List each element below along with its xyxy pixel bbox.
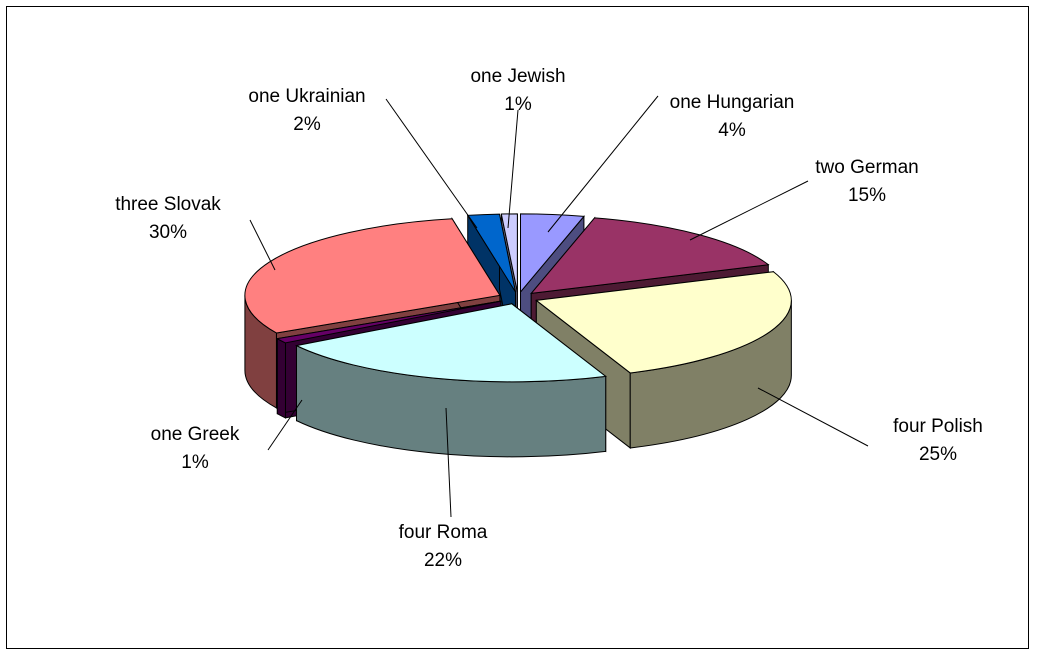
- leader-line-two-german: [689, 180, 809, 241]
- slice-labels: one Hungarian 4% two German 15% four Polish 2…: [115, 66, 983, 571]
- pct-one-hungarian: 4%: [718, 120, 746, 141]
- pie-slice-three-slovak: [244, 218, 501, 334]
- label-four-roma: four Roma: [399, 522, 488, 543]
- pie-slice-four-polish: [535, 271, 792, 374]
- leader-line-one-jewish: [507, 109, 519, 229]
- label-one-hungarian: one Hungarian: [670, 92, 795, 113]
- pie-slice-one-greek: [275, 300, 501, 344]
- leader-line-one-hungarian: [547, 95, 659, 233]
- leader-line-four-polish: [757, 387, 869, 447]
- pct-four-roma: 22%: [424, 550, 462, 571]
- pie-side-one-greek: [276, 337, 286, 419]
- label-three-slovak: three Slovak: [115, 194, 221, 215]
- pct-one-ukrainian: 2%: [293, 114, 321, 135]
- label-two-german: two German: [815, 157, 918, 178]
- leader-line-four-roma: [445, 407, 452, 518]
- label-four-polish: four Polish: [893, 416, 983, 437]
- label-one-jewish: one Jewish: [470, 66, 565, 87]
- pie-top-layer: [244, 213, 792, 383]
- leader-line-one-greek: [267, 399, 303, 451]
- pct-one-jewish: 1%: [504, 94, 532, 115]
- label-one-ukrainian: one Ukrainian: [248, 86, 365, 107]
- leader-lines: [249, 95, 869, 518]
- pct-one-greek: 1%: [181, 452, 209, 473]
- pie-slice-one-hungarian: [520, 213, 585, 294]
- pct-three-slovak: 30%: [149, 222, 187, 243]
- label-one-greek: one Greek: [151, 424, 240, 445]
- leader-line-three-slovak: [249, 219, 276, 271]
- leader-line-one-ukrainian: [385, 98, 478, 229]
- pct-two-german: 15%: [848, 185, 886, 206]
- pie-slice-four-roma: [294, 303, 607, 383]
- pct-four-polish: 25%: [919, 444, 957, 465]
